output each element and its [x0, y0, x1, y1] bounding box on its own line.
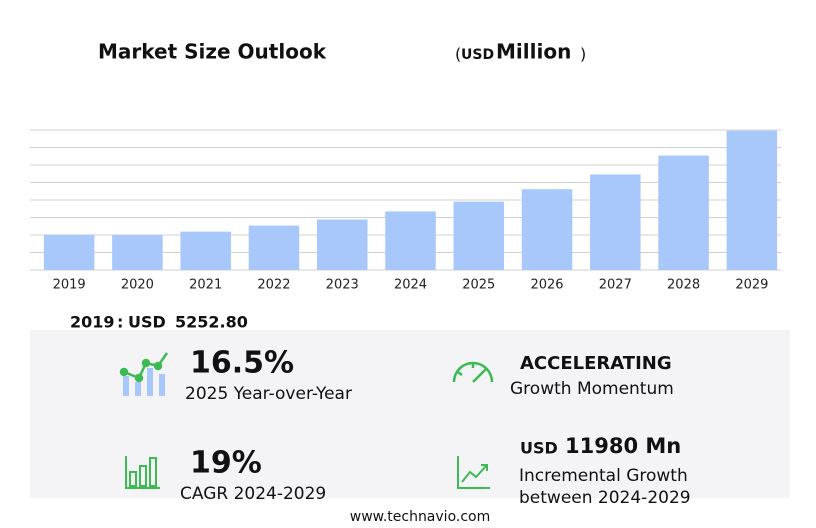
bar: [248, 225, 300, 270]
x-tick-label: 2019: [53, 278, 86, 293]
stat-label: 2025 Year-over-Year: [185, 384, 352, 404]
bar: [112, 235, 163, 270]
stat-value: 11980 Mn: [565, 434, 681, 458]
bar: [316, 219, 368, 270]
icon-bars: [125, 456, 160, 489]
x-tick-label: 2027: [599, 278, 632, 293]
footer: www.technavio.com: [350, 509, 491, 525]
icon-gauge: [452, 361, 494, 383]
bar: [521, 189, 573, 270]
stat-label: Incremental Growth: [519, 466, 688, 486]
icon-growth: [457, 456, 490, 489]
icon-trend: [119, 352, 169, 396]
bar: [658, 155, 709, 270]
x-tick-label: 2029: [735, 278, 768, 293]
x-tick-label: 2023: [326, 278, 359, 293]
bar: [43, 234, 95, 270]
chart-title: Market Size Outlook: [98, 40, 327, 64]
bar: [726, 130, 778, 270]
stat-label: Growth Momentum: [510, 379, 674, 399]
stat-value: ACCELERATING: [520, 353, 672, 374]
bar: [180, 231, 231, 270]
stat-label: between 2024-2029: [519, 488, 691, 508]
stat-label: CAGR 2024-2029: [180, 484, 326, 504]
x-tick-label: 2020: [121, 278, 154, 293]
base-currency: USD: [128, 313, 166, 332]
x-tick-label: 2028: [667, 278, 700, 293]
stat-prefix: USD: [520, 439, 558, 458]
bar: [590, 174, 641, 270]
x-tick-label: 2021: [189, 278, 222, 293]
stat-value: 16.5%: [190, 346, 294, 381]
unit-name: Million: [496, 40, 571, 64]
unit-currency: USD: [461, 47, 494, 63]
x-tick-label: 2022: [257, 278, 290, 293]
unit-open: (: [455, 45, 461, 64]
unit-close: ): [580, 45, 586, 64]
x-tick-label: 2024: [394, 278, 427, 293]
x-tick-label: 2025: [462, 278, 495, 293]
x-tick-label: 2026: [530, 278, 563, 293]
bar: [453, 201, 505, 270]
bar: [385, 211, 436, 270]
base-sep: :: [117, 313, 123, 332]
base-value: 5252.80: [175, 313, 248, 332]
base-year: 2019: [70, 313, 115, 332]
stat-value: 19%: [190, 446, 262, 481]
